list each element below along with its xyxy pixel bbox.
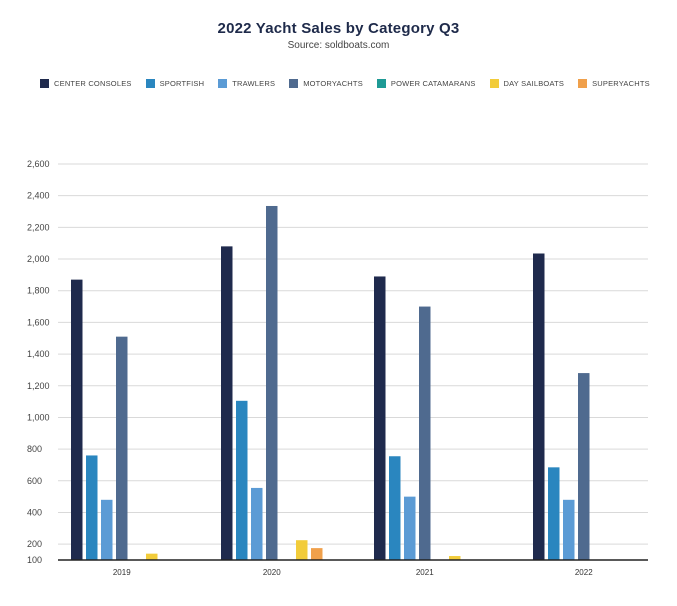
bar: [548, 467, 560, 560]
bar: [116, 336, 128, 560]
legend-label: CENTER CONSOLES: [54, 78, 132, 88]
legend-label: SPORTFISH: [159, 78, 205, 88]
bar: [374, 276, 386, 560]
chart-subtitle: Source: soldboats.com: [287, 40, 390, 51]
legend-swatch: [376, 78, 386, 88]
legend-swatch: [489, 78, 499, 88]
bar: [311, 548, 323, 560]
legend-swatch: [145, 78, 155, 88]
x-tick-label: 2021: [416, 568, 434, 577]
y-tick-label: 1,400: [27, 349, 50, 359]
x-tick-label: 2022: [575, 568, 593, 577]
y-tick-label: 800: [27, 444, 42, 454]
legend-swatch: [289, 78, 299, 88]
chart-title: 2022 Yacht Sales by Category Q3: [217, 20, 460, 37]
y-tick-label: 2,200: [27, 222, 50, 232]
bar: [236, 400, 248, 560]
bar: [101, 499, 113, 560]
bar: [419, 306, 431, 560]
y-tick-label: 400: [27, 507, 42, 517]
y-tick-label: 600: [27, 476, 42, 486]
bar: [563, 499, 575, 560]
legend-label: MOTORYACHTS: [303, 78, 363, 88]
legend-item: DAY SAILBOATS: [489, 78, 565, 88]
legend-label: SUPERYACHTS: [592, 78, 650, 88]
y-tick-label: 2,600: [27, 159, 50, 169]
y-tick-label: 200: [27, 539, 42, 549]
legend-label: TRAWLERS: [232, 78, 276, 88]
bar: [449, 556, 461, 560]
bar: [533, 253, 545, 560]
y-tick-label: 2,000: [27, 254, 50, 264]
legend-item: TRAWLERS: [218, 78, 276, 88]
bar: [86, 455, 98, 560]
bar: [266, 205, 278, 560]
x-tick-label: 2019: [113, 568, 131, 577]
legend-swatch: [218, 78, 228, 88]
bar: [296, 540, 308, 560]
legend-item: MOTORYACHTS: [289, 78, 363, 88]
legend-label: DAY SAILBOATS: [503, 78, 565, 88]
bar: [389, 456, 401, 560]
bar: [404, 496, 416, 560]
bar: [221, 246, 233, 561]
x-tick-label: 2020: [263, 568, 281, 577]
legend-swatch: [40, 78, 49, 88]
legend-swatch: [578, 78, 588, 88]
bar: [146, 553, 158, 560]
y-tick-label: 2,400: [27, 191, 50, 201]
bar: [578, 373, 590, 560]
y-tick-label: 1,600: [27, 317, 50, 327]
legend-item: CENTER CONSOLES: [40, 78, 132, 88]
y-tick-label: 1,000: [27, 412, 50, 422]
bar: [71, 279, 83, 560]
legend-item: SPORTFISH: [145, 78, 205, 88]
legend-item: POWER CATAMARANS: [376, 78, 476, 88]
bar: [251, 487, 263, 560]
chart-legend: CENTER CONSOLES SPORTFISH TRAWLERS MOTORYAC…: [40, 76, 650, 90]
y-tick-label: 1,800: [27, 286, 50, 296]
legend-label: POWER CATAMARANS: [390, 78, 476, 88]
y-tick-label: 1,200: [27, 381, 50, 391]
y-tick-label: 100: [27, 555, 42, 565]
legend-item: SUPERYACHTS: [578, 78, 650, 88]
